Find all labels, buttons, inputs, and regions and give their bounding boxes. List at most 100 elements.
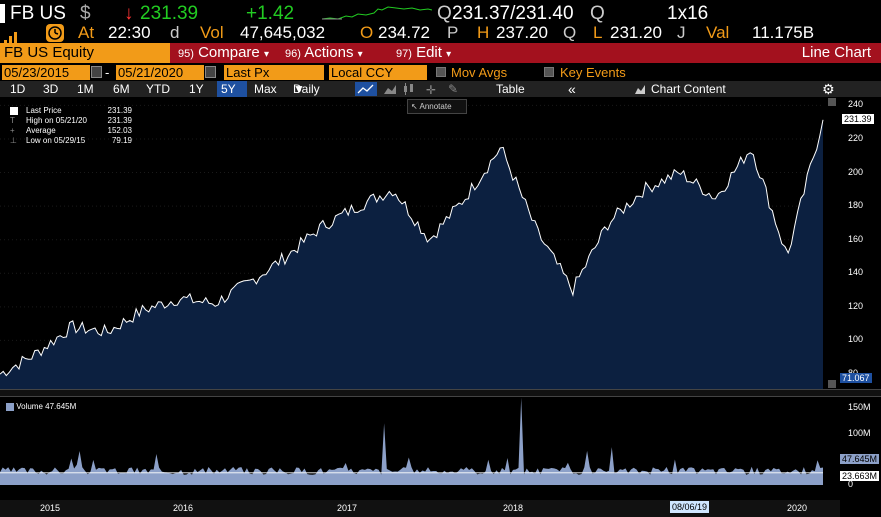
at-label: At bbox=[78, 23, 95, 42]
currency-select[interactable]: Local CCY bbox=[329, 65, 427, 80]
edit-menu[interactable]: 97) Edit ▾ bbox=[396, 43, 451, 63]
range-1d[interactable]: 1D bbox=[10, 82, 26, 96]
key-events-checkbox[interactable] bbox=[544, 67, 554, 77]
actions-menu[interactable]: 96) Actions ▾ bbox=[285, 43, 363, 63]
volume-chart-svg bbox=[0, 397, 823, 485]
edit-num: 97) bbox=[396, 48, 412, 60]
currency-select-value: Local CCY bbox=[331, 65, 394, 80]
price-tick-label: 140 bbox=[848, 267, 864, 278]
volume-last-marker: 47.645M bbox=[840, 454, 880, 465]
menu-bar: FB US Equity 95) Compare ▾ 96) Actions ▾… bbox=[0, 43, 881, 63]
range-5y[interactable]: 5Y bbox=[217, 81, 247, 97]
year-2015: 2015 bbox=[40, 503, 61, 513]
legend-high-marker: T bbox=[10, 116, 15, 125]
price-tick-label: 120 bbox=[848, 300, 864, 311]
legend-last: Last Price 231.39 bbox=[6, 106, 132, 116]
price-line bbox=[0, 119, 824, 377]
intraday-sparkline bbox=[321, 6, 433, 20]
ticker[interactable]: FB US bbox=[10, 3, 66, 24]
compare-menu[interactable]: 95) Compare ▾ bbox=[178, 43, 269, 63]
end-date-field[interactable]: 05/21/2020 bbox=[116, 65, 204, 80]
legend-low: ⊥ Low on 05/29/15 79.19 bbox=[6, 136, 132, 146]
quote-line-1: FB US $ ↓ 231.39 +1.42 Q 231.37/231.40 Q… bbox=[0, 0, 881, 27]
price-tick-label: 240 bbox=[848, 99, 864, 110]
time: 22:30 bbox=[108, 23, 151, 42]
price-axis-dn-arrow[interactable] bbox=[828, 380, 836, 388]
mov-avgs-label: Mov Avgs bbox=[451, 65, 508, 80]
price-chart[interactable]: ↖ Annotate Last Price 231.39 T High on 0… bbox=[0, 97, 840, 390]
volume-tick-label: 0 bbox=[848, 479, 854, 489]
legend-average-label: Average bbox=[26, 126, 56, 135]
legend-high-value: 231.39 bbox=[107, 116, 132, 125]
compare-num: 95) bbox=[178, 48, 194, 60]
candle-chart-icon[interactable] bbox=[402, 83, 416, 99]
range-3d[interactable]: 3D bbox=[43, 82, 59, 96]
year-2020: 2020 bbox=[787, 503, 808, 513]
frequency-select[interactable]: Daily ▼ bbox=[293, 81, 320, 97]
range-max[interactable]: Max bbox=[254, 82, 277, 96]
ticker-marker bbox=[0, 4, 5, 23]
down-arrow-icon: ↓ bbox=[124, 3, 134, 24]
calendar-icon[interactable] bbox=[205, 66, 216, 78]
crosshair-icon[interactable]: ✛ bbox=[426, 83, 437, 97]
legend-last-swatch bbox=[10, 107, 18, 115]
high-suffix: Q bbox=[563, 23, 577, 42]
volume-chart[interactable]: Volume 47.645M bbox=[0, 395, 840, 485]
range-6m[interactable]: 6M bbox=[113, 82, 130, 96]
table-button[interactable]: Table bbox=[496, 82, 525, 96]
legend-low-label: Low on 05/29/15 bbox=[26, 136, 86, 145]
bid-ask-suffix: Q bbox=[590, 3, 605, 24]
chart-type-title: Line Chart bbox=[801, 44, 871, 61]
legend-average-marker: + bbox=[10, 126, 15, 135]
range-1y[interactable]: 1Y bbox=[189, 82, 204, 96]
net-change: +1.42 bbox=[246, 3, 295, 24]
time-axis: 2015 2016 2017 2018 08/06/19 2020 bbox=[0, 500, 840, 517]
legend-last-value: 231.39 bbox=[107, 106, 132, 115]
price-tick-label: 180 bbox=[848, 200, 864, 211]
range-1m[interactable]: 1M bbox=[77, 82, 94, 96]
collapse-button[interactable]: « bbox=[568, 81, 576, 97]
annotate-label: Annotate bbox=[419, 102, 452, 111]
legend-high: T High on 05/21/20 231.39 bbox=[6, 116, 132, 126]
year-2017: 2017 bbox=[337, 503, 358, 513]
annotate-button[interactable]: ↖ Annotate bbox=[407, 99, 467, 114]
security-field[interactable]: FB US Equity bbox=[0, 43, 170, 63]
currency-icon: $ bbox=[80, 3, 91, 24]
price-axis-up-arrow[interactable] bbox=[828, 98, 836, 106]
volume-legend: Volume 47.645M bbox=[6, 402, 76, 412]
legend-average-value: 152.03 bbox=[107, 126, 132, 135]
high: 237.20 bbox=[496, 23, 548, 42]
calendar-icon[interactable] bbox=[91, 66, 102, 78]
start-date-field[interactable]: 05/23/2015 bbox=[2, 65, 90, 80]
mov-avgs-checkbox[interactable] bbox=[436, 67, 446, 77]
line-chart-icon[interactable] bbox=[355, 82, 377, 96]
volume-legend-value: 47.645M bbox=[45, 402, 77, 411]
vol-label: Vol bbox=[200, 23, 224, 42]
chart-content-button[interactable]: Chart Content bbox=[651, 82, 726, 96]
cursor-date: 08/06/19 bbox=[670, 501, 710, 513]
price-area bbox=[0, 119, 823, 390]
open: 234.72 bbox=[378, 23, 430, 42]
legend-last-label: Last Price bbox=[26, 106, 62, 115]
clock-icon[interactable] bbox=[46, 24, 64, 42]
date-separator: - bbox=[105, 65, 110, 80]
price-tick-label: 100 bbox=[848, 334, 864, 345]
volume-tick-label: 150M bbox=[848, 401, 871, 412]
last-price: 231.39 bbox=[140, 3, 199, 24]
high-label: H bbox=[477, 23, 490, 42]
volume-legend-swatch bbox=[6, 402, 14, 411]
chevron-down-icon: ▾ bbox=[357, 49, 363, 60]
gear-icon[interactable]: ⚙ bbox=[822, 81, 835, 97]
pane-separator[interactable] bbox=[0, 389, 881, 397]
area-chart-icon[interactable] bbox=[383, 83, 397, 99]
annotate-icon: ↖ bbox=[411, 102, 418, 111]
pen-icon[interactable]: ✎ bbox=[448, 82, 459, 96]
bottom-marker: 71.067 bbox=[840, 373, 872, 383]
bid-ask: 231.37/231.40 bbox=[452, 3, 574, 24]
field-select[interactable]: Last Px bbox=[224, 65, 324, 80]
volume-tick-label: 100M bbox=[848, 427, 871, 438]
time-suffix: d bbox=[170, 23, 180, 42]
range-ytd[interactable]: YTD bbox=[146, 82, 170, 96]
legend-high-label: High on 05/21/20 bbox=[26, 116, 87, 125]
